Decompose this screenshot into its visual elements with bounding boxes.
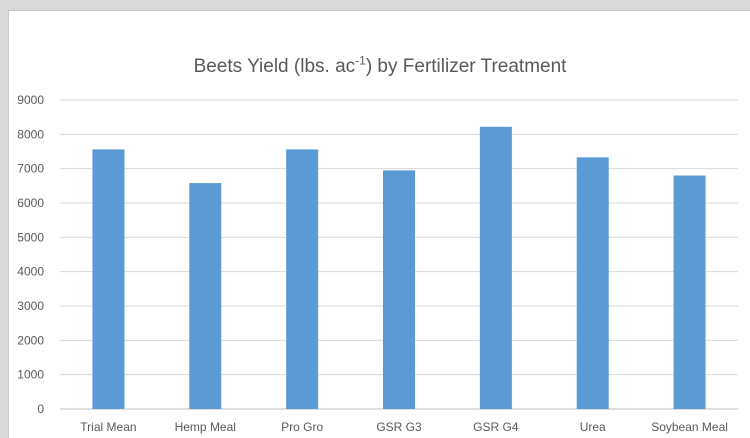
y-tick-label-4000: 4000 (17, 265, 44, 279)
chart-title-main: Beets Yield (lbs. ac (193, 56, 356, 77)
bar-gsr-g4 (479, 126, 512, 409)
y-tick-label-0: 0 (37, 402, 44, 416)
chart-title-end: ) by Fertilizer Treatment (365, 56, 567, 77)
y-tick-label-1000: 1000 (17, 368, 44, 382)
x-tick-label-soybean-meal: Soybean Meal (651, 420, 728, 434)
bar-trial-mean (92, 149, 125, 409)
y-tick-label-8000: 8000 (17, 127, 44, 141)
y-tick-label-3000: 3000 (17, 299, 44, 313)
y-tick-label-7000: 7000 (17, 162, 44, 176)
chart-title-superscript: -1 (355, 53, 366, 68)
x-tick-label-pro-gro: Pro Gro (281, 420, 323, 434)
y-tick-label-5000: 5000 (17, 230, 44, 244)
x-tick-label-trial-mean: Trial Mean (80, 420, 136, 434)
chart-title: Beets Yield (lbs. ac-1) by Fertilizer Tr… (9, 53, 750, 78)
bar-hemp-meal (189, 183, 222, 409)
y-tick-label-2000: 2000 (17, 333, 44, 347)
chart-card: Beets Yield (lbs. ac-1) by Fertilizer Tr… (8, 10, 750, 438)
bar-urea (576, 157, 609, 409)
bar-soybean-meal (673, 175, 706, 409)
x-tick-label-hemp-meal: Hemp Meal (175, 420, 236, 434)
y-tick-label-9000: 9000 (17, 93, 44, 107)
x-tick-label-gsr-g3: GSR G3 (376, 420, 422, 434)
bar-gsr-g3 (383, 170, 415, 409)
bar-pro-gro (286, 149, 319, 409)
y-tick-label-6000: 6000 (17, 196, 44, 210)
x-tick-label-gsr-g4: GSR G4 (473, 420, 519, 434)
x-tick-label-urea: Urea (580, 420, 606, 434)
